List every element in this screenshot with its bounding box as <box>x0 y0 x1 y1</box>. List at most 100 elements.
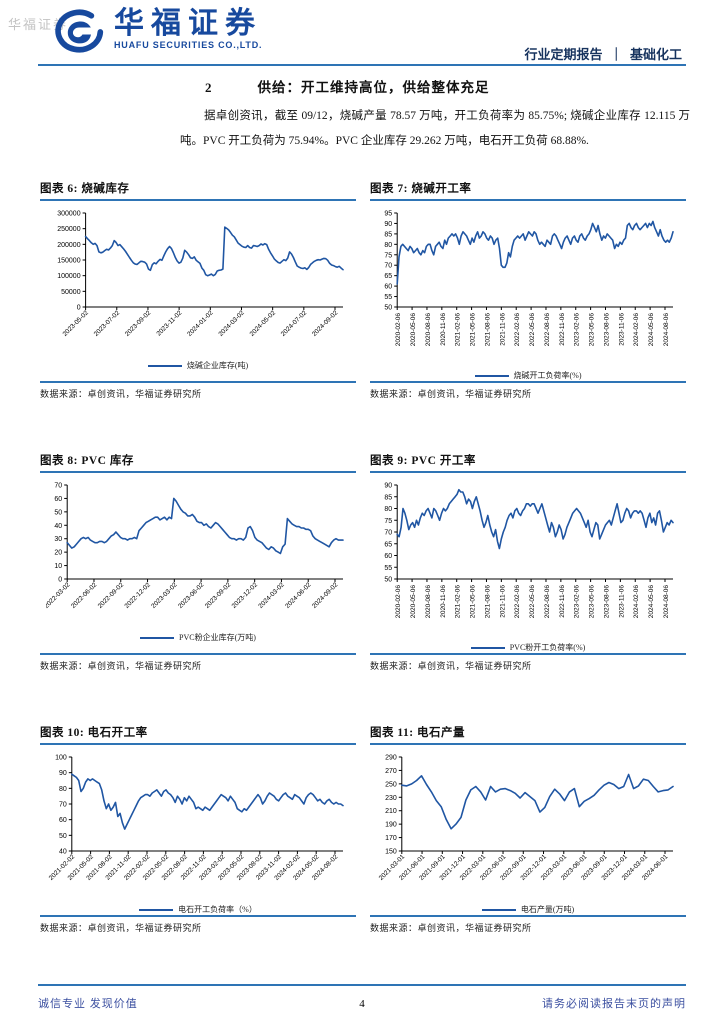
svg-text:30: 30 <box>54 536 62 543</box>
svg-text:2022-06-02: 2022-06-02 <box>69 581 98 610</box>
svg-text:65: 65 <box>384 273 392 280</box>
svg-text:2022-05-06: 2022-05-06 <box>529 585 536 619</box>
svg-text:100000: 100000 <box>57 273 80 280</box>
section-number: 2 <box>205 80 212 95</box>
footer-disclaimer: 请务必阅读报告末页的声明 <box>542 998 686 1010</box>
svg-text:90: 90 <box>384 483 392 490</box>
watermark: 华福证券 <box>8 17 69 32</box>
svg-text:300000: 300000 <box>57 211 80 218</box>
brand-name-en: HUAFU SECURITIES CO.,LTD. <box>114 40 263 50</box>
legend-label: 烧碱开工负荷率(%) <box>513 371 582 380</box>
charts-grid: 图表 6: 烧碱库存 0 50000 100000 150000 200000 25000… <box>40 180 686 934</box>
chart-title: 图表 8: PVC 库存 <box>40 452 356 473</box>
chart-legend: 烧碱企业库存(吨) <box>40 360 356 371</box>
svg-text:2021-05-06: 2021-05-06 <box>469 313 476 347</box>
page-number: 4 <box>359 998 365 1010</box>
svg-text:2021-08-06: 2021-08-06 <box>484 585 491 619</box>
legend-line-icon <box>470 646 505 649</box>
chart-block: 图表 6: 烧碱库存 0 50000 100000 150000 200000 25000… <box>40 180 356 400</box>
chart-title: 图表 6: 烧碱库存 <box>40 180 356 201</box>
svg-text:50: 50 <box>384 305 392 312</box>
svg-text:2024-07-02: 2024-07-02 <box>279 309 308 338</box>
svg-text:2022-11-06: 2022-11-06 <box>558 313 565 346</box>
svg-text:85: 85 <box>384 494 392 501</box>
report-type-label: 行业定期报告 <box>524 47 603 62</box>
svg-text:2024-02-06: 2024-02-06 <box>633 585 640 619</box>
svg-text:85: 85 <box>384 231 392 238</box>
svg-text:2024-05-06: 2024-05-06 <box>648 313 655 347</box>
svg-text:2022-09-02: 2022-09-02 <box>96 581 125 610</box>
svg-text:210: 210 <box>385 808 397 815</box>
legend-label: 烧碱企业库存(吨) <box>186 361 249 370</box>
svg-text:2020-08-06: 2020-08-06 <box>424 585 431 619</box>
chart-title: 图表 7: 烧碱开工率 <box>370 180 686 201</box>
svg-text:2023-02-06: 2023-02-06 <box>573 313 580 347</box>
svg-text:70: 70 <box>54 483 62 490</box>
svg-text:2022-08-06: 2022-08-06 <box>543 313 550 347</box>
chart-canvas: 0 50000 100000 150000 200000 250000 300000 2023… <box>57 211 344 338</box>
svg-text:65: 65 <box>384 541 392 548</box>
legend-label: PVC粉开工负荷率(%) <box>509 643 586 652</box>
legend-line-icon <box>474 374 509 377</box>
header-divider: ｜ <box>609 47 623 62</box>
svg-text:55: 55 <box>384 565 392 572</box>
svg-text:2022-02-06: 2022-02-06 <box>514 313 521 347</box>
svg-text:2022-12-02: 2022-12-02 <box>123 581 152 610</box>
svg-text:2024-06-02: 2024-06-02 <box>284 581 313 610</box>
svg-text:95: 95 <box>384 211 392 218</box>
svg-text:2024-02-06: 2024-02-06 <box>633 313 640 347</box>
svg-text:40: 40 <box>59 849 67 856</box>
svg-text:2023-07-02: 2023-07-02 <box>92 309 121 338</box>
svg-text:150000: 150000 <box>57 258 80 265</box>
svg-text:270: 270 <box>385 768 397 775</box>
svg-text:2021-02-06: 2021-02-06 <box>454 313 461 347</box>
svg-text:2023-02-06: 2023-02-06 <box>573 585 580 619</box>
svg-text:60: 60 <box>54 496 62 503</box>
svg-text:250000: 250000 <box>57 226 80 233</box>
report-header: 华福证券 华福证券 HUAFU SECURITIES CO.,LTD. 行业定期… <box>0 0 724 68</box>
chart-block: 图表 7: 烧碱开工率 50 55 60 65 70 75 80 85 90 95 2020-02-… <box>370 180 686 400</box>
chart-canvas: 0102030405060702022-03-022022-06-022022-… <box>46 483 344 610</box>
svg-text:2023-11-06: 2023-11-06 <box>618 313 625 346</box>
chart-canvas: 50 55 60 65 70 75 80 85 90 2020-02-06 2020-05-06 20… <box>384 483 674 619</box>
chart-legend: PVC粉开工负荷率(%) <box>370 642 686 653</box>
svg-text:2020-05-06: 2020-05-06 <box>410 585 417 619</box>
chart-block: 图表 10: 电石开工率 40 50 60 70 80 90 100 2021-02-02 20… <box>40 724 356 934</box>
svg-text:290: 290 <box>385 755 397 762</box>
svg-text:2023-11-06: 2023-11-06 <box>618 585 625 618</box>
brand-name-cn: 华福证券 <box>114 7 262 40</box>
svg-text:2024-01-02: 2024-01-02 <box>186 309 215 338</box>
header-rule <box>38 64 686 66</box>
svg-text:150: 150 <box>385 849 397 856</box>
header-logo: 华福证券 HUAFU SECURITIES CO.,LTD. <box>54 8 262 61</box>
svg-text:2020-11-06: 2020-11-06 <box>439 585 446 618</box>
svg-text:90: 90 <box>384 221 392 228</box>
svg-text:2020-08-06: 2020-08-06 <box>424 313 431 347</box>
svg-text:2023-09-02: 2023-09-02 <box>203 581 232 610</box>
header-meta: 行业定期报告 ｜ 基础化工 <box>522 44 684 63</box>
legend-line-icon <box>147 364 182 367</box>
svg-text:55: 55 <box>384 294 392 301</box>
chart-source: 数据来源：卓创资讯，华福证券研究所 <box>40 381 356 400</box>
huafu-logo-icon <box>54 8 106 61</box>
chart-legend: 电石产量(万吨) <box>370 904 686 915</box>
chart-title: 图表 10: 电石开工率 <box>40 724 356 745</box>
svg-text:170: 170 <box>385 835 397 842</box>
svg-text:2024-08-06: 2024-08-06 <box>663 585 670 619</box>
chart-source: 数据来源：卓创资讯，华福证券研究所 <box>40 915 356 934</box>
svg-text:2022-03-02: 2022-03-02 <box>46 581 72 610</box>
legend-label: PVC粉企业库存(万吨) <box>179 633 256 642</box>
svg-text:200000: 200000 <box>57 242 80 249</box>
chart-source: 数据来源：卓创资讯，华福证券研究所 <box>40 653 356 672</box>
svg-text:2021-11-06: 2021-11-06 <box>499 313 506 346</box>
svg-text:2022-05-06: 2022-05-06 <box>529 313 536 347</box>
page-footer: 诚信专业 发现价值 4 请务必阅读报告末页的声明 <box>38 984 686 1011</box>
svg-text:2021-08-06: 2021-08-06 <box>484 313 491 347</box>
svg-text:230: 230 <box>385 795 397 802</box>
legend-label: 电石产量(万吨) <box>520 905 575 914</box>
svg-text:2023-12-02: 2023-12-02 <box>230 581 259 610</box>
svg-text:2024-09-02: 2024-09-02 <box>310 309 339 338</box>
svg-text:40: 40 <box>54 523 62 530</box>
footer-motto: 诚信专业 发现价值 <box>38 998 138 1010</box>
chart-legend: PVC粉企业库存(万吨) <box>40 632 356 643</box>
